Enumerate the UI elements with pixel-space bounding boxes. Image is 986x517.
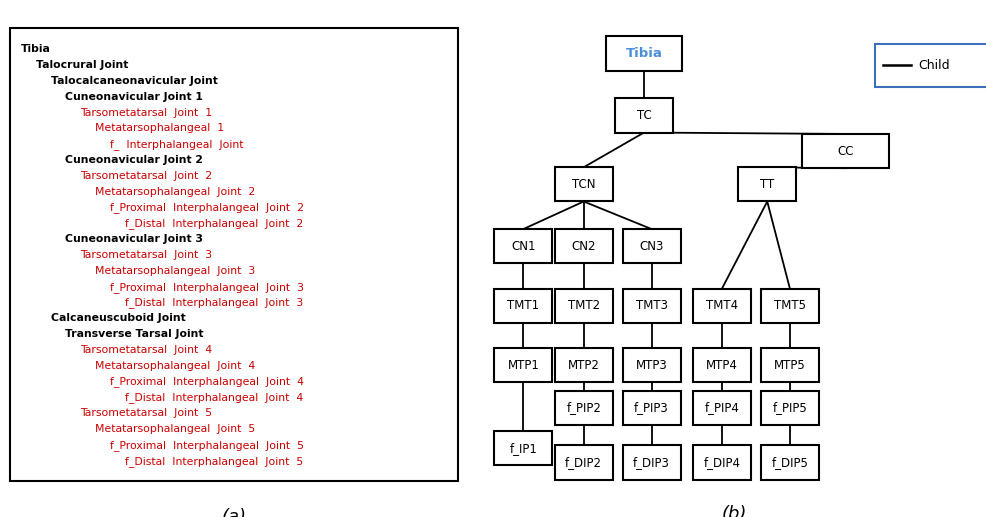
Text: f_Proximal  Interphalangeal  Joint  4: f_Proximal Interphalangeal Joint 4 [109,376,304,388]
Text: f_DIP2: f_DIP2 [565,456,602,469]
Text: TMT2: TMT2 [568,299,599,312]
FancyBboxPatch shape [693,391,751,425]
Text: Talocalcaneonavicular Joint: Talocalcaneonavicular Joint [50,76,218,86]
Text: Metatarsophalangeal  Joint  2: Metatarsophalangeal Joint 2 [95,187,255,196]
Text: Cuneonavicular Joint 3: Cuneonavicular Joint 3 [65,234,203,244]
Text: TMT5: TMT5 [774,299,806,312]
Text: f_Distal  Interphalangeal  Joint  3: f_Distal Interphalangeal Joint 3 [124,297,303,308]
Text: f_PIP3: f_PIP3 [634,401,669,415]
Text: MTP1: MTP1 [508,359,539,372]
Text: f_IP1: f_IP1 [510,442,537,455]
Text: MTP3: MTP3 [636,359,668,372]
FancyBboxPatch shape [761,348,818,382]
FancyBboxPatch shape [693,348,751,382]
Text: f_Proximal  Interphalangeal  Joint  2: f_Proximal Interphalangeal Joint 2 [109,203,304,214]
FancyBboxPatch shape [623,288,680,323]
Text: MTP4: MTP4 [706,359,738,372]
Text: f_Distal  Interphalangeal  Joint  2: f_Distal Interphalangeal Joint 2 [124,218,303,229]
Text: f_PIP5: f_PIP5 [772,401,808,415]
Text: Cuneonavicular Joint 2: Cuneonavicular Joint 2 [65,155,203,165]
Text: TC: TC [637,109,652,122]
Text: Metatarsophalangeal  1: Metatarsophalangeal 1 [95,124,224,133]
Text: MTP2: MTP2 [568,359,599,372]
Text: f_DIP4: f_DIP4 [703,456,740,469]
Text: f_DIP3: f_DIP3 [633,456,670,469]
FancyBboxPatch shape [606,36,681,71]
Text: Metatarsophalangeal  Joint  5: Metatarsophalangeal Joint 5 [95,424,255,434]
Text: f_  Interphalangeal  Joint: f_ Interphalangeal Joint [109,139,244,150]
Text: TMT3: TMT3 [636,299,668,312]
FancyBboxPatch shape [739,167,796,202]
FancyBboxPatch shape [761,446,818,480]
Text: Metatarsophalangeal  Joint  4: Metatarsophalangeal Joint 4 [95,361,255,371]
FancyBboxPatch shape [693,288,751,323]
Text: Transverse Tarsal Joint: Transverse Tarsal Joint [65,329,204,339]
Text: (b): (b) [722,506,747,517]
Text: f_Distal  Interphalangeal  Joint  5: f_Distal Interphalangeal Joint 5 [124,455,303,467]
Text: TMT1: TMT1 [508,299,539,312]
Text: MTP5: MTP5 [774,359,806,372]
FancyBboxPatch shape [494,348,552,382]
FancyBboxPatch shape [693,446,751,480]
Text: Tarsometatarsal  Joint  3: Tarsometatarsal Joint 3 [80,250,212,260]
Text: Talocrural Joint: Talocrural Joint [35,60,128,70]
FancyBboxPatch shape [555,167,612,202]
FancyBboxPatch shape [555,391,612,425]
Text: CC: CC [837,145,854,158]
FancyBboxPatch shape [623,446,680,480]
FancyBboxPatch shape [876,44,986,87]
Text: f_Proximal  Interphalangeal  Joint  3: f_Proximal Interphalangeal Joint 3 [109,282,304,293]
FancyBboxPatch shape [615,98,673,132]
FancyBboxPatch shape [555,446,612,480]
FancyBboxPatch shape [623,391,680,425]
Text: TT: TT [760,178,774,191]
Text: f_DIP5: f_DIP5 [771,456,809,469]
Text: Tarsometatarsal  Joint  5: Tarsometatarsal Joint 5 [80,408,212,418]
FancyBboxPatch shape [555,288,612,323]
Text: f_PIP4: f_PIP4 [705,401,740,415]
FancyBboxPatch shape [761,288,818,323]
Text: (a): (a) [222,508,246,517]
Text: CN2: CN2 [572,240,596,253]
Text: Metatarsophalangeal  Joint  3: Metatarsophalangeal Joint 3 [95,266,255,276]
Text: Cuneonavicular Joint 1: Cuneonavicular Joint 1 [65,92,203,102]
FancyBboxPatch shape [494,229,552,263]
FancyBboxPatch shape [555,229,612,263]
Text: f_Proximal  Interphalangeal  Joint  5: f_Proximal Interphalangeal Joint 5 [109,440,304,451]
Text: Child: Child [918,59,950,72]
FancyBboxPatch shape [555,348,612,382]
Text: Calcaneuscuboid Joint: Calcaneuscuboid Joint [50,313,185,323]
Text: Tarsometatarsal  Joint  1: Tarsometatarsal Joint 1 [80,108,212,117]
FancyBboxPatch shape [623,348,680,382]
Text: TMT4: TMT4 [706,299,739,312]
FancyBboxPatch shape [494,288,552,323]
FancyBboxPatch shape [494,431,552,465]
Text: Tibia: Tibia [626,47,663,60]
Text: Tibia: Tibia [21,44,51,54]
Text: Tarsometatarsal  Joint  4: Tarsometatarsal Joint 4 [80,345,212,355]
Text: Tarsometatarsal  Joint  2: Tarsometatarsal Joint 2 [80,171,212,181]
Text: CN3: CN3 [639,240,664,253]
Text: f_PIP2: f_PIP2 [566,401,601,415]
Text: f_Distal  Interphalangeal  Joint  4: f_Distal Interphalangeal Joint 4 [124,392,303,403]
Text: CN1: CN1 [511,240,535,253]
FancyBboxPatch shape [802,134,888,168]
FancyBboxPatch shape [761,391,818,425]
FancyBboxPatch shape [623,229,680,263]
Text: TCN: TCN [572,178,596,191]
